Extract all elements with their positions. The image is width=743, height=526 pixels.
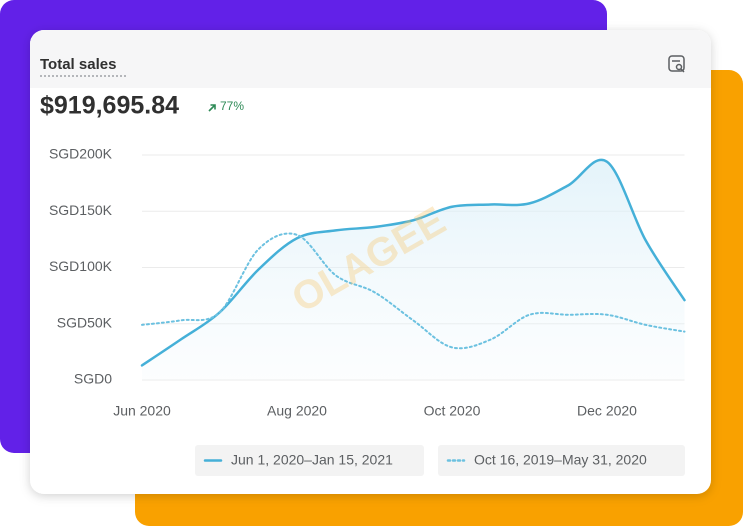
x-tick-label: Oct 2020 — [424, 403, 481, 419]
y-tick-label: SGD100K — [49, 258, 113, 274]
card-title: Total sales — [40, 56, 116, 73]
y-tick-label: SGD150K — [49, 202, 113, 218]
x-tick-label: Aug 2020 — [267, 403, 327, 419]
x-tick-label: Dec 2020 — [577, 403, 637, 419]
x-tick-label: Jun 2020 — [113, 403, 171, 419]
legend-label: Jun 1, 2020–Jan 15, 2021 — [231, 452, 393, 468]
legend-box — [195, 445, 424, 476]
legend: Jun 1, 2020–Jan 15, 2021 Oct 16, 2019–May… — [195, 445, 685, 476]
legend-label: Oct 16, 2019–May 31, 2020 — [474, 452, 647, 468]
series-line — [141, 232, 686, 350]
card-header — [30, 30, 711, 88]
legend-item[interactable]: Jun 1, 2020–Jan 15, 2021 — [195, 445, 424, 476]
y-tick-label: SGD0 — [74, 371, 112, 387]
area — [142, 159, 685, 380]
legend-item[interactable]: Oct 16, 2019–May 31, 2020 — [438, 445, 685, 476]
y-tick-label: SGD50K — [57, 314, 113, 330]
legend-box — [438, 445, 685, 476]
y-tick-label: SGD200K — [49, 146, 113, 162]
change-value: 77% — [220, 99, 244, 113]
total-value: $919,695.84 — [40, 92, 179, 120]
plot: SGD0 SGD50K SGD100K SGD150K SGD200K Jun 2020 A… — [49, 146, 686, 419]
trend-arrow — [208, 104, 216, 112]
analytics-icon[interactable] — [668, 55, 685, 73]
series-line — [140, 158, 686, 367]
